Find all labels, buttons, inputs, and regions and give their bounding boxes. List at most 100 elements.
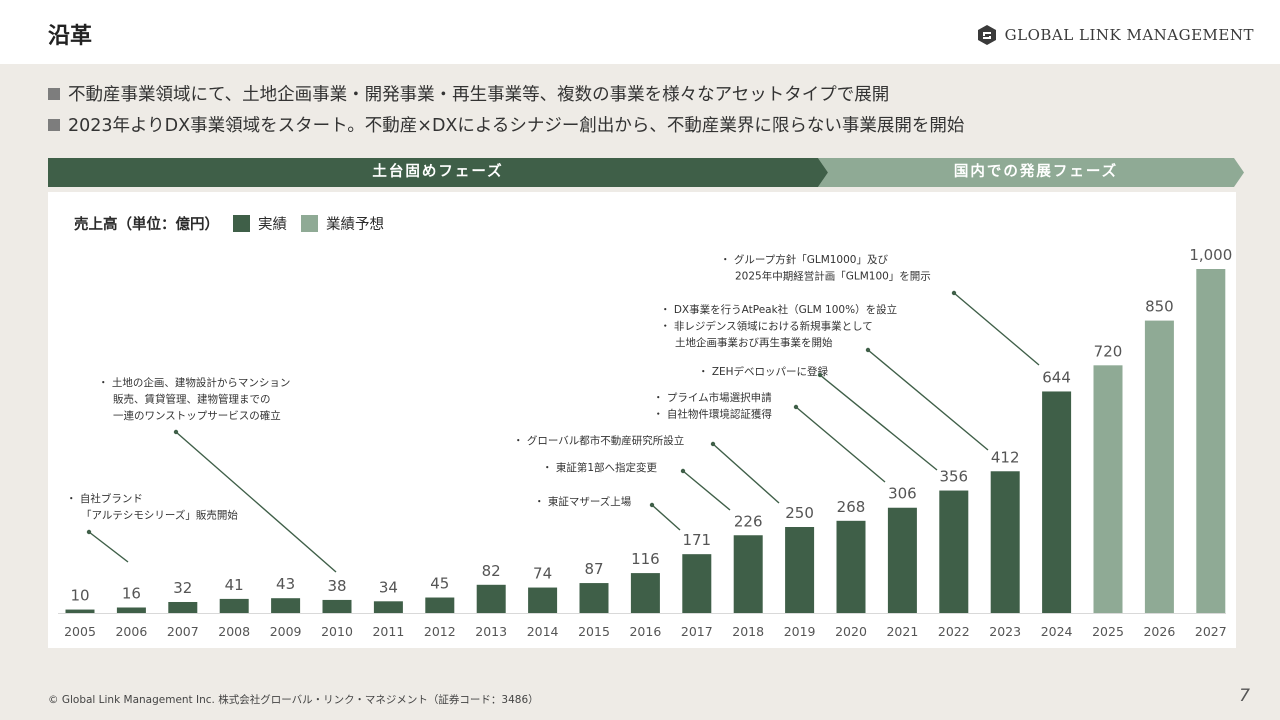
- bar: [425, 597, 455, 613]
- annotation-text: ・ 非レジデンス領域における新規事業として: [660, 320, 873, 333]
- sales-bar-chart: 10 2005 16 2006 32 2007 41 2008 43 2009 38 2010 34 20…: [58, 246, 1232, 639]
- x-tick-label: 2021: [886, 624, 918, 639]
- bar-value-label: 644: [1042, 368, 1071, 386]
- x-tick-label: 2019: [784, 624, 816, 639]
- annotation-dot: [649, 502, 655, 508]
- annotation-text: ・ 土地の企画、建物設計からマンション: [98, 376, 290, 389]
- x-tick-label: 2015: [578, 624, 610, 639]
- legend-actual-label: 実績: [258, 217, 287, 233]
- annotation-text: 販売、賃貸管理、建物管理までの: [113, 393, 271, 406]
- bar: [271, 598, 301, 613]
- x-tick-label: 2027: [1195, 624, 1227, 639]
- annotation-leader-line: [712, 443, 780, 504]
- annotation-text: 土地企画事業おび再生事業を開始: [675, 336, 833, 349]
- x-tick-label: 2022: [938, 624, 970, 639]
- annotation-text: ・ グローバル都市不動産研究所設立: [513, 434, 684, 447]
- phase1-label: 土台固めフェーズ: [372, 164, 504, 180]
- square-bullet-icon: [48, 87, 60, 100]
- chart-panel: 10 2005 16 2006 32 2007 41 2008 43 2009 38 2010 34 20…: [48, 192, 1236, 648]
- bar-value-label: 226: [734, 512, 763, 530]
- bar: [836, 520, 866, 613]
- x-tick-label: 2011: [372, 624, 404, 639]
- annotation-leader-line: [819, 374, 938, 471]
- annotation-dot: [173, 429, 179, 435]
- bar: [528, 587, 558, 613]
- chart-legend: 売上高（単位：億円） 実績 業績予想: [74, 213, 398, 234]
- bar-value-label: 356: [939, 468, 968, 486]
- annotation-text: 2025年中期経営計画「GLM100」を開示: [735, 270, 931, 283]
- bar: [1144, 320, 1174, 613]
- bar-value-label: 306: [888, 485, 917, 503]
- phase1-arrow: [48, 158, 828, 187]
- bullet-item: 不動産事業領域にて、土地企画事業・開発事業・再生事業等、複数の事業を様々なアセッ…: [48, 78, 964, 109]
- bar-value-label: 16: [122, 584, 141, 602]
- x-tick-label: 2016: [629, 624, 661, 639]
- x-tick-label: 2013: [475, 624, 507, 639]
- annotation-dot: [951, 290, 957, 296]
- bar: [65, 609, 95, 613]
- bar-value-label: 850: [1145, 298, 1174, 316]
- bar-value-label: 250: [785, 504, 814, 522]
- annotation-text: 「アルテシモシリーズ」販売開始: [81, 509, 238, 522]
- bar-value-label: 10: [70, 587, 89, 605]
- bar-value-label: 74: [533, 565, 552, 583]
- annotation-dot: [817, 372, 823, 378]
- x-tick-label: 2010: [321, 624, 353, 639]
- annotation-text: ・ プライム市場選択申請: [653, 391, 772, 404]
- annotation-text: ・ 自社物件環境認証獲得: [653, 408, 772, 421]
- square-bullet-icon: [48, 118, 60, 131]
- annotation-leader-line: [795, 406, 886, 483]
- bar-value-label: 171: [682, 531, 711, 549]
- annotation-dot: [710, 441, 716, 447]
- bar-value-label: 268: [837, 498, 866, 516]
- page-title: 沿革: [48, 24, 93, 49]
- bar: [733, 535, 763, 613]
- bullet-text: 2023年よりDX事業領域をスタート。不動産×DXによるシナジー創出から、不動産…: [68, 116, 965, 136]
- header-bar: 沿革 GLOBAL LINK MANAGEMENT: [0, 0, 1280, 64]
- x-tick-label: 2024: [1041, 624, 1073, 639]
- bar: [116, 607, 146, 613]
- annotation-leader-line: [867, 349, 989, 451]
- x-tick-label: 2014: [527, 624, 559, 639]
- annotation-dot: [793, 404, 799, 410]
- logo-icon: [977, 25, 996, 45]
- annotation-leader-line: [88, 531, 129, 563]
- bar-value-label: 720: [1094, 342, 1123, 360]
- bar: [785, 527, 815, 613]
- x-tick-label: 2012: [424, 624, 456, 639]
- bar: [219, 598, 249, 613]
- x-tick-label: 2018: [732, 624, 764, 639]
- phase2-arrow: [818, 158, 1244, 187]
- x-tick-label: 2005: [64, 624, 96, 639]
- x-tick-label: 2025: [1092, 624, 1124, 639]
- legend-actual-swatch: [233, 215, 250, 232]
- bar: [887, 507, 917, 613]
- logo-text: GLOBAL LINK MANAGEMENT: [1004, 26, 1254, 44]
- bar: [682, 554, 712, 613]
- annotation-dot: [86, 529, 92, 535]
- x-tick-label: 2026: [1143, 624, 1175, 639]
- legend-forecast: 業績予想: [301, 213, 384, 234]
- phase-arrows: [48, 158, 1244, 187]
- bar-value-label: 116: [631, 550, 660, 568]
- annotation-text: ・ 東証第1部へ指定変更: [542, 461, 658, 474]
- legend-forecast-swatch: [301, 215, 318, 232]
- bar: [168, 601, 198, 613]
- bar-value-label: 82: [482, 562, 501, 580]
- bar-value-label: 38: [327, 577, 346, 595]
- bar-value-label: 43: [276, 575, 295, 593]
- x-tick-label: 2020: [835, 624, 867, 639]
- bar: [579, 583, 609, 613]
- bar-value-label: 87: [584, 560, 603, 578]
- x-tick-label: 2006: [115, 624, 147, 639]
- footer-copyright: © Global Link Management Inc. 株式会社グローバル・…: [48, 694, 539, 706]
- x-tick-label: 2007: [167, 624, 199, 639]
- company-logo: GLOBAL LINK MANAGEMENT: [976, 24, 1254, 46]
- annotation-leader-line: [651, 504, 681, 531]
- bar: [630, 573, 660, 613]
- bullet-text: 不動産事業領域にて、土地企画事業・開発事業・再生事業等、複数の事業を様々なアセッ…: [68, 85, 890, 105]
- legend-forecast-label: 業績予想: [326, 217, 384, 233]
- bar-value-label: 34: [379, 578, 398, 596]
- bar-value-label: 45: [430, 575, 449, 593]
- bar: [1093, 365, 1123, 613]
